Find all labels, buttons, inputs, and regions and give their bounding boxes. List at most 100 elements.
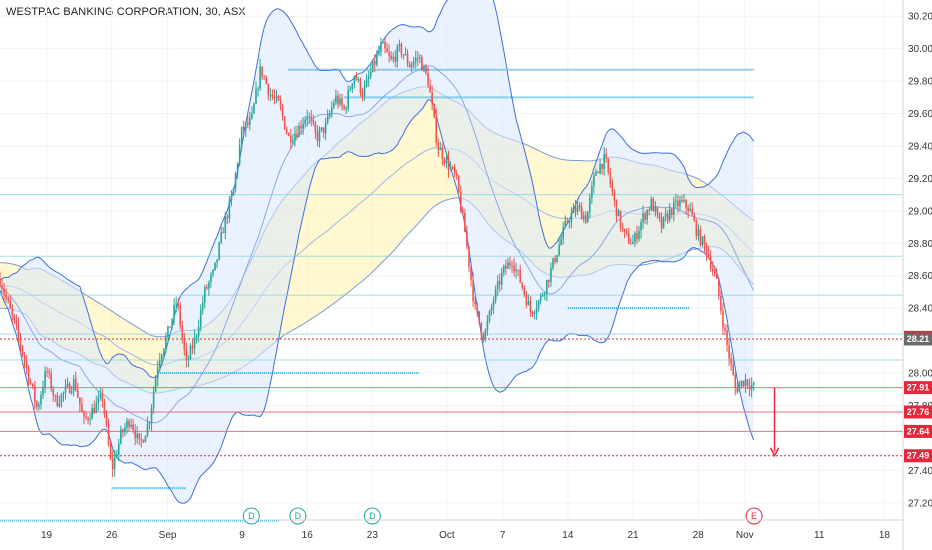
candle-body bbox=[144, 436, 147, 443]
candle-body bbox=[646, 210, 648, 220]
candle-body bbox=[148, 422, 151, 425]
candle-body bbox=[720, 296, 722, 311]
candle-body bbox=[685, 200, 687, 208]
candle-body bbox=[359, 79, 362, 94]
candle-body bbox=[523, 287, 526, 295]
candle-body bbox=[54, 395, 57, 397]
candle-body bbox=[103, 400, 106, 415]
candle-body bbox=[81, 404, 83, 412]
price-badge bbox=[904, 449, 932, 463]
candle-body bbox=[85, 416, 87, 418]
candle-body bbox=[677, 200, 679, 207]
event-marker-label: D bbox=[248, 511, 255, 521]
candle-body bbox=[652, 198, 655, 212]
candle-body bbox=[68, 383, 71, 393]
y-tick-label: 30.00 bbox=[908, 44, 932, 55]
candle-body bbox=[552, 258, 554, 269]
candle-body bbox=[361, 93, 364, 97]
candle-body bbox=[582, 215, 585, 220]
candle-body bbox=[304, 119, 306, 124]
candle-body bbox=[83, 411, 85, 417]
candle-body bbox=[99, 394, 102, 398]
candle-body bbox=[472, 279, 474, 302]
candle-body bbox=[101, 394, 104, 401]
candle-body bbox=[599, 164, 601, 173]
candle-body bbox=[480, 322, 483, 334]
candle-body bbox=[738, 384, 741, 392]
candle-body bbox=[611, 183, 614, 192]
candle-body bbox=[679, 199, 681, 207]
candle-body bbox=[314, 123, 317, 133]
candle-body bbox=[597, 171, 599, 173]
candle-body bbox=[257, 88, 259, 90]
candle-body bbox=[175, 303, 177, 305]
candle-body bbox=[218, 242, 220, 260]
candle-body bbox=[601, 164, 603, 169]
candle-body bbox=[173, 304, 175, 319]
candle-body bbox=[324, 122, 327, 134]
candle-body bbox=[353, 75, 356, 84]
candle-body bbox=[410, 64, 413, 68]
candle-body bbox=[42, 388, 44, 396]
candle-body bbox=[199, 310, 202, 328]
candle-body bbox=[689, 208, 691, 211]
candle-body bbox=[560, 238, 562, 245]
candle-body bbox=[527, 300, 530, 306]
candle-body bbox=[31, 383, 34, 387]
candle-body bbox=[253, 103, 255, 114]
candle-body bbox=[242, 127, 245, 130]
candle-body bbox=[259, 66, 261, 89]
candle-body bbox=[79, 397, 81, 405]
candle-body bbox=[390, 55, 392, 60]
candle-body bbox=[533, 312, 536, 314]
candle-body bbox=[496, 281, 499, 289]
candle-body bbox=[675, 200, 677, 203]
candle-body bbox=[36, 401, 38, 408]
candle-body bbox=[281, 107, 284, 117]
candle-body bbox=[279, 100, 282, 108]
candle-body bbox=[134, 430, 136, 439]
candle-body bbox=[572, 207, 575, 213]
candle-body bbox=[447, 158, 450, 170]
candle-body bbox=[240, 127, 243, 145]
candle-body bbox=[742, 380, 745, 387]
y-tick-label: 29.20 bbox=[908, 174, 932, 185]
candle-body bbox=[744, 379, 747, 387]
price-badge bbox=[904, 424, 932, 438]
candle-body bbox=[535, 308, 538, 313]
candle-body bbox=[197, 327, 200, 336]
candle-body bbox=[378, 51, 380, 55]
candle-body bbox=[126, 420, 128, 428]
candle-body bbox=[34, 386, 36, 402]
candle-body bbox=[251, 113, 253, 119]
candle-body bbox=[380, 43, 382, 52]
candle-body bbox=[736, 387, 739, 392]
candle-body bbox=[9, 300, 12, 309]
candle-body bbox=[265, 77, 268, 84]
candle-body bbox=[318, 130, 321, 142]
candle-body bbox=[341, 98, 343, 106]
candle-body bbox=[60, 394, 63, 404]
candle-body bbox=[232, 188, 235, 196]
candle-body bbox=[609, 172, 612, 184]
price-badge bbox=[904, 381, 932, 395]
candle-body bbox=[701, 236, 704, 246]
candle-body bbox=[187, 359, 190, 361]
candle-body bbox=[691, 208, 694, 216]
price-badge-label: 27.64 bbox=[907, 426, 930, 436]
candle-body bbox=[593, 175, 595, 187]
candle-body bbox=[558, 244, 560, 256]
candle-body bbox=[38, 404, 40, 408]
candle-body bbox=[464, 212, 466, 233]
price-badge-label: 27.76 bbox=[907, 407, 930, 417]
candle-body bbox=[716, 273, 718, 279]
candle-body bbox=[93, 407, 96, 414]
x-tick-label: 7 bbox=[500, 530, 506, 541]
candle-body bbox=[312, 120, 315, 124]
x-tick-label: 11 bbox=[814, 530, 825, 541]
candle-body bbox=[11, 308, 14, 316]
candle-body bbox=[345, 108, 347, 110]
candle-body bbox=[457, 175, 460, 193]
